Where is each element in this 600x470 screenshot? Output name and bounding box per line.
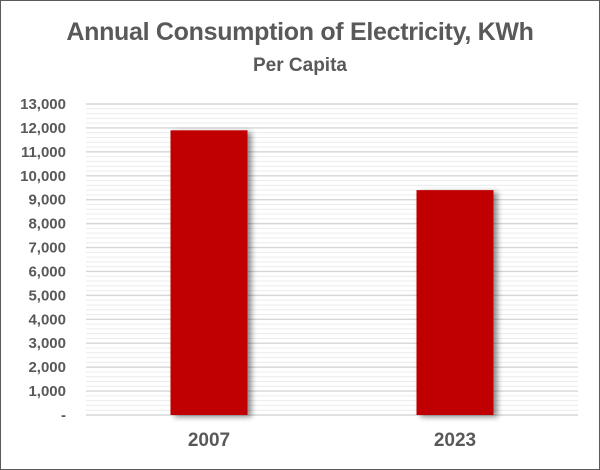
y-tick-label: 4,000: [28, 311, 66, 328]
y-tick-label: -: [61, 407, 66, 424]
chart-subtitle: Per Capita: [253, 55, 347, 76]
y-tick-label: 9,000: [28, 192, 66, 209]
chart-title: Annual Consumption of Electricity, KWh: [66, 18, 534, 46]
y-tick-label: 5,000: [28, 287, 66, 304]
y-tick-label: 6,000: [28, 263, 66, 280]
x-tick-label: 2007: [188, 430, 230, 451]
y-tick-label: 2,000: [28, 359, 66, 376]
y-tick-label: 11,000: [21, 144, 66, 161]
gridlines: [86, 103, 578, 416]
y-tick-label: 1,000: [28, 383, 66, 400]
y-tick-label: 7,000: [28, 240, 66, 257]
y-tick-label: 10,000: [20, 168, 66, 185]
bar-2007: [170, 130, 248, 416]
bars: [170, 130, 494, 416]
bar-2023: [416, 190, 494, 415]
y-axis-ticks: - 1,000 2,000 3,000 4,000 5,000 6,000 7,000 8,00…: [20, 96, 66, 424]
y-tick-label: 8,000: [28, 216, 66, 233]
x-tick-label: 2023: [434, 430, 476, 451]
y-tick-label: 12,000: [20, 120, 66, 137]
y-tick-label: 3,000: [28, 335, 66, 352]
x-axis-ticks: 2007 2023: [188, 430, 476, 451]
y-tick-label: 13,000: [20, 96, 66, 113]
